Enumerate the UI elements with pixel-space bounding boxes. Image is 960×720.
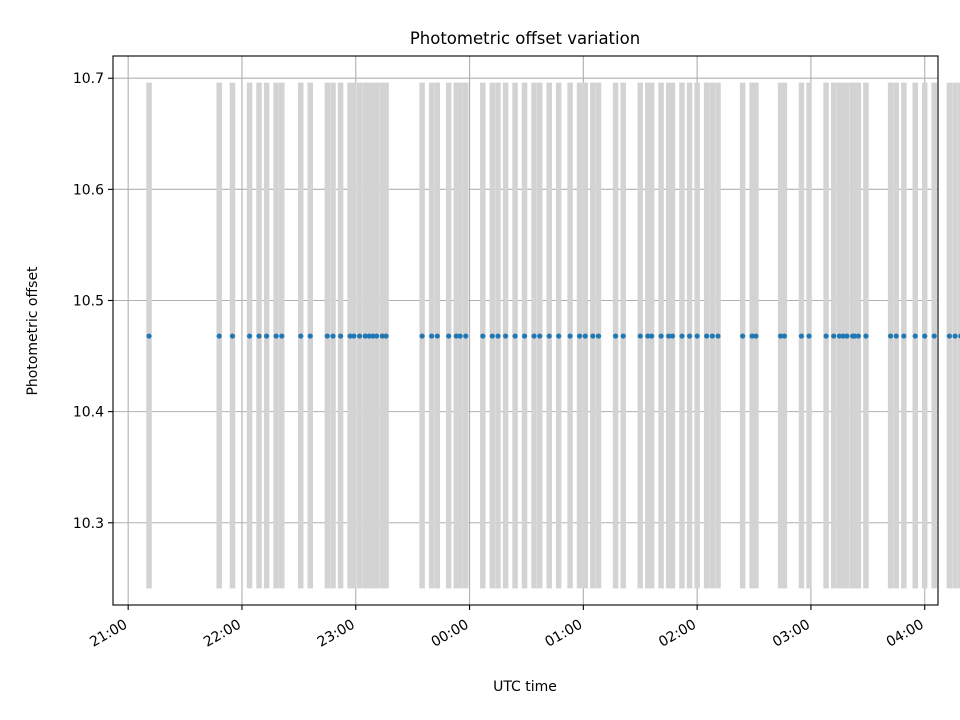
data-point xyxy=(946,333,952,339)
data-point xyxy=(645,333,651,339)
data-point xyxy=(806,333,812,339)
data-point xyxy=(246,333,253,339)
data-point xyxy=(863,333,869,339)
data-point xyxy=(912,333,918,339)
data-point xyxy=(740,333,746,339)
y-tick-label: 10.5 xyxy=(73,293,104,309)
data-point xyxy=(952,333,958,339)
data-point xyxy=(216,333,222,339)
data-point xyxy=(840,333,846,339)
data-point xyxy=(567,333,573,339)
data-point xyxy=(709,333,715,339)
data-point xyxy=(576,333,583,339)
data-point xyxy=(362,333,368,339)
data-point xyxy=(502,333,509,339)
data-point xyxy=(279,333,285,339)
data-point xyxy=(374,333,380,339)
data-point xyxy=(419,333,425,339)
data-point xyxy=(379,333,385,339)
data-point xyxy=(666,333,672,339)
data-point xyxy=(330,333,336,339)
data-point xyxy=(324,333,330,339)
data-point xyxy=(307,333,313,339)
data-point xyxy=(434,333,440,339)
data-point xyxy=(823,333,829,339)
data-point xyxy=(831,333,837,339)
data-point xyxy=(546,333,552,339)
data-point xyxy=(429,333,435,339)
data-point xyxy=(347,333,353,339)
y-axis: 10.3 10.4 10.5 10.6 10.7 xyxy=(73,71,113,532)
data-point xyxy=(495,333,501,339)
data-point xyxy=(537,333,543,339)
data-point xyxy=(273,333,279,339)
data-point xyxy=(922,333,928,339)
y-tick-label: 10.6 xyxy=(73,182,104,198)
data-point xyxy=(595,333,602,339)
data-point xyxy=(298,333,304,339)
plot-frame xyxy=(112,55,939,606)
data-point xyxy=(457,333,463,339)
data-point xyxy=(383,333,389,339)
data-point xyxy=(264,333,270,339)
y-tick-label: 10.4 xyxy=(73,405,104,421)
data-point xyxy=(694,333,700,339)
data-point xyxy=(521,333,528,339)
data-point xyxy=(901,333,907,339)
data-point xyxy=(686,333,693,339)
data-point xyxy=(256,333,262,339)
data-point xyxy=(844,333,850,339)
data-point xyxy=(356,333,363,339)
data-point xyxy=(337,333,344,339)
data-point xyxy=(480,333,486,339)
data-point xyxy=(489,333,495,339)
data-point xyxy=(855,333,861,339)
data-point xyxy=(781,333,787,339)
data-point xyxy=(715,333,721,339)
data-point xyxy=(351,333,357,339)
data-point xyxy=(229,333,236,339)
data-point xyxy=(146,333,152,339)
data-point xyxy=(704,333,710,339)
data-point xyxy=(658,333,664,339)
data-point xyxy=(637,333,643,339)
data-point xyxy=(836,333,842,339)
data-point xyxy=(556,333,562,339)
data-point xyxy=(893,333,899,339)
data-point xyxy=(366,333,372,339)
data-point xyxy=(620,333,626,339)
data-point xyxy=(669,333,676,339)
data-point xyxy=(749,333,755,339)
data-point xyxy=(798,333,805,339)
data-point xyxy=(370,333,376,339)
data-points xyxy=(146,333,960,339)
data-point xyxy=(753,333,759,339)
data-point xyxy=(463,333,469,339)
y-axis-label: Photometric offset xyxy=(25,266,41,396)
data-point xyxy=(851,333,858,339)
data-point xyxy=(931,333,937,339)
chart-title: Photometric offset variation xyxy=(410,29,640,48)
data-point xyxy=(777,333,784,339)
y-tick-label: 10.7 xyxy=(73,71,104,87)
data-point xyxy=(582,333,588,339)
data-point xyxy=(446,333,452,339)
data-point xyxy=(453,333,459,339)
data-point xyxy=(679,333,685,339)
data-point xyxy=(887,333,894,339)
x-axis-label: UTC time xyxy=(493,679,557,695)
data-point xyxy=(590,333,596,339)
data-point xyxy=(612,333,619,339)
data-point xyxy=(649,333,655,339)
data-point xyxy=(512,333,518,339)
data-point xyxy=(531,333,537,339)
y-tick-label: 10.3 xyxy=(73,516,104,532)
